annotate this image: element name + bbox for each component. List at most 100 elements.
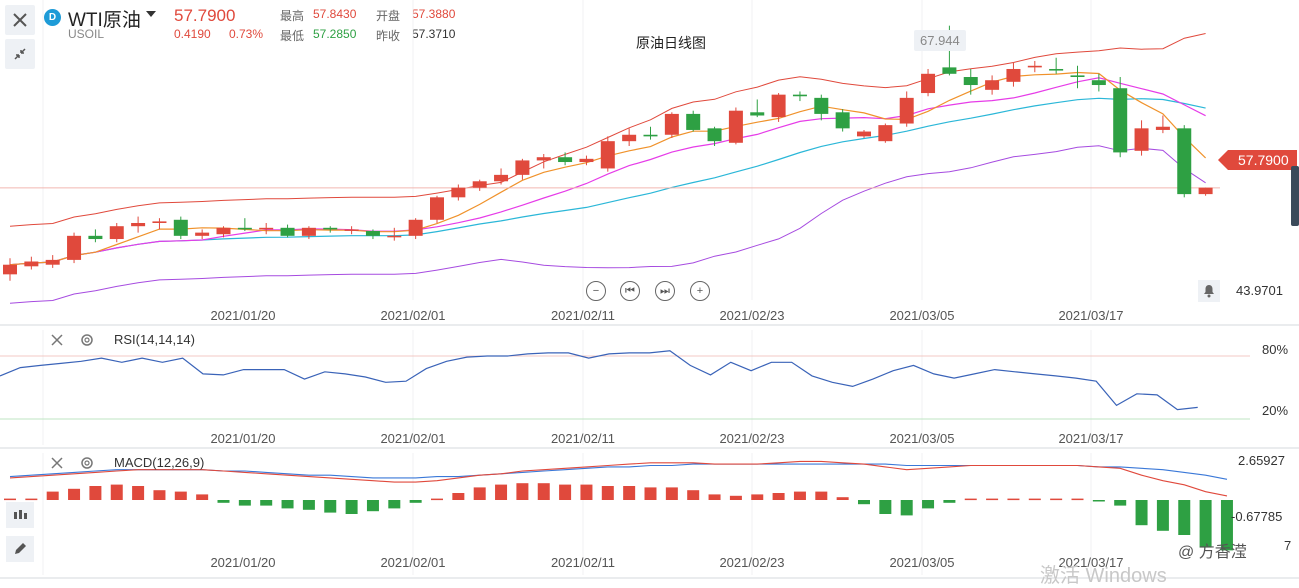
scroll-left-button[interactable]: ⏮ — [620, 281, 640, 301]
rsi-date-tick: 2021/03/05 — [889, 431, 954, 446]
macd-settings-button[interactable] — [80, 456, 94, 470]
low-label: 最低 — [280, 29, 305, 43]
candle-body — [451, 187, 466, 198]
candle-body — [259, 227, 274, 230]
main-date-tick: 2021/03/17 — [1058, 308, 1123, 323]
candle-body — [750, 112, 765, 116]
candle-body — [963, 77, 978, 86]
macd-histogram-bar — [452, 493, 465, 500]
main-date-tick: 2021/02/01 — [380, 308, 445, 323]
macd-histogram-bar — [1071, 498, 1084, 501]
macd-histogram-bar — [879, 500, 892, 514]
macd-histogram-bar — [1178, 500, 1191, 535]
candle-body — [536, 157, 551, 161]
high-value: 57.8430 — [313, 7, 357, 21]
candle-body — [216, 227, 231, 235]
macd-histogram-bar — [1114, 500, 1127, 506]
zoom-out-button[interactable]: − — [586, 281, 606, 301]
macd-histogram-bar — [858, 500, 870, 505]
candle-body — [1070, 75, 1085, 78]
candle-body — [1177, 128, 1192, 195]
rsi-date-tick: 2021/02/23 — [719, 431, 784, 446]
rsi-close-button[interactable] — [50, 333, 64, 347]
low-axis-value: 43.9701 — [1236, 283, 1283, 298]
macd-histogram-bar — [516, 483, 529, 500]
macd-top-value: 2.65927 — [1238, 453, 1285, 468]
rsi-date-tick: 2021/01/20 — [210, 431, 275, 446]
alert-bell-button[interactable] — [1198, 280, 1220, 302]
candle-body — [3, 264, 17, 275]
macd-date-tick: 2021/03/17 — [1058, 555, 1123, 570]
macd-histogram-bar — [729, 495, 742, 500]
candle-body — [899, 97, 914, 124]
candle-body — [1134, 128, 1149, 151]
rsi-title: RSI(14,14,14) — [114, 332, 195, 347]
indicator-button[interactable] — [6, 502, 34, 528]
skip-back-icon: ⏮ — [625, 284, 635, 297]
macd-mid-value: -0.67785 — [1231, 509, 1283, 524]
candle-body — [131, 222, 146, 227]
draw-tool-button[interactable] — [6, 536, 34, 562]
plus-icon: + — [696, 285, 704, 297]
main-date-tick: 2021/01/20 — [210, 308, 275, 323]
rsi-line — [0, 350, 1198, 411]
main-date-tick: 2021/02/23 — [719, 308, 784, 323]
symbol-logo-icon: D — [44, 9, 61, 26]
high-label: 最高 — [280, 9, 305, 23]
macd-histogram-bar — [1050, 498, 1063, 501]
candle-body — [558, 157, 573, 163]
candles-icon — [14, 510, 27, 519]
chevron-down-icon[interactable] — [146, 11, 156, 17]
macd-histogram-bar — [922, 500, 935, 509]
rsi-date-tick: 2021/02/01 — [380, 431, 445, 446]
candle-body — [579, 158, 594, 163]
macd-histogram-bar — [644, 487, 657, 500]
macd-close-button[interactable] — [50, 456, 64, 470]
close-chart-button[interactable] — [5, 5, 35, 35]
macd-histogram-bar — [25, 498, 38, 501]
candle-body — [472, 181, 487, 188]
zoom-in-button[interactable]: + — [690, 281, 710, 301]
windows-watermark: 激活 Windows — [1040, 565, 1167, 587]
candle-body — [280, 227, 295, 236]
ma-mid-line — [9, 77, 1206, 266]
macd-histogram-bar — [132, 486, 145, 500]
prev-close-value: 57.3710 — [412, 27, 456, 41]
symbol-code: USOIL — [68, 27, 105, 41]
candle-body — [857, 131, 871, 137]
macd-histogram-bar — [559, 484, 572, 500]
macd-date-tick: 2021/01/20 — [210, 555, 275, 570]
prev-close-label: 昨收 — [376, 29, 401, 43]
rsi-level-high: 80% — [1262, 342, 1289, 357]
candle-body — [686, 113, 701, 130]
macd-histogram-bar — [964, 498, 977, 501]
macd-histogram-bar — [388, 500, 401, 509]
brand-watermark: @ 方香滢 — [1178, 544, 1247, 561]
candle-body — [494, 174, 509, 182]
candle-body — [1091, 80, 1106, 86]
macd-histogram-bar — [772, 493, 785, 500]
gear-icon — [81, 334, 93, 346]
macd-histogram-bar — [345, 500, 358, 514]
macd-histogram-bar — [4, 498, 16, 501]
close-icon — [51, 334, 63, 346]
candle-body — [301, 227, 316, 236]
macd-dif-line — [9, 460, 1228, 497]
open-label: 开盘 — [376, 9, 401, 23]
collapse-button[interactable] — [5, 39, 35, 69]
candle-body — [707, 128, 722, 142]
macd-histogram-bar — [687, 490, 700, 500]
minus-icon: − — [592, 285, 600, 297]
scroll-right-button[interactable]: ⏭ — [655, 281, 675, 301]
rsi-settings-button[interactable] — [80, 333, 94, 347]
rsi-date-tick: 2021/02/11 — [551, 431, 615, 446]
candle-body — [728, 110, 743, 143]
macd-histogram-bar — [238, 500, 251, 506]
macd-histogram-bar — [1135, 500, 1148, 526]
candle-body — [1006, 68, 1021, 82]
macd-histogram-bar — [751, 494, 764, 500]
scroll-handle[interactable] — [1291, 166, 1299, 226]
macd-histogram-bar — [110, 484, 123, 500]
symbol-name[interactable]: WTI原油 — [68, 10, 141, 31]
